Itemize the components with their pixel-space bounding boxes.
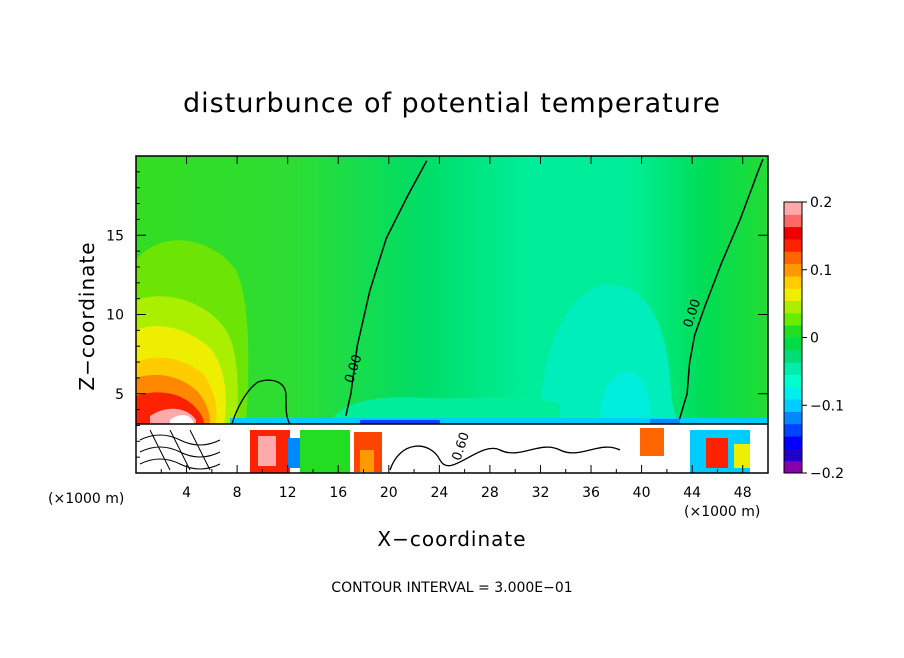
mid-cool bbox=[330, 397, 560, 424]
x-tick-label: 20 bbox=[380, 485, 398, 501]
x-tick-label: 44 bbox=[683, 485, 701, 501]
colorbar-tick-label: 0.1 bbox=[810, 263, 832, 279]
colorbar-tick-label: 0 bbox=[810, 331, 819, 347]
lower-cool-1 bbox=[288, 438, 302, 468]
lower-contours-left bbox=[139, 429, 221, 471]
colorbar-swatch bbox=[784, 362, 802, 375]
colorbar-swatch bbox=[784, 288, 802, 302]
small-contour-left bbox=[231, 379, 291, 425]
colorbar-tick-label: 0.2 bbox=[810, 195, 832, 211]
lower-green-1 bbox=[300, 430, 350, 473]
interface-band bbox=[230, 418, 768, 424]
contour-interval-note: CONTOUR INTERVAL = 3.000E−01 bbox=[331, 580, 572, 596]
colorbar bbox=[784, 202, 802, 474]
x-tick-label: 40 bbox=[633, 485, 651, 501]
colorbar-swatch bbox=[784, 263, 802, 277]
chart-title: disturbunce of potential temperature bbox=[183, 88, 721, 119]
x-axis-title: X−coordinate bbox=[377, 527, 526, 551]
colorbar-swatch bbox=[784, 399, 802, 412]
lower-mix-4b bbox=[706, 438, 728, 468]
colorbar-swatch bbox=[784, 411, 802, 425]
y-axis-title: Z−coordinate bbox=[75, 241, 99, 390]
colorbar-swatch bbox=[784, 349, 802, 363]
cool-region-core bbox=[600, 371, 652, 424]
colorbar-tick-label: −0.1 bbox=[810, 398, 844, 414]
x-tick-label: 24 bbox=[430, 485, 448, 501]
x-unit-left: (×1000 m) bbox=[48, 491, 124, 507]
y-tick-label: 10 bbox=[106, 308, 124, 324]
colorbar-swatch bbox=[784, 238, 802, 252]
x-tick-label: 8 bbox=[233, 485, 242, 501]
colorbar-tick-label: −0.2 bbox=[810, 466, 844, 482]
colorbar-swatch bbox=[784, 226, 802, 240]
interface-band-dark bbox=[360, 420, 440, 424]
zero-contour-left bbox=[345, 160, 428, 417]
colorbar-swatch bbox=[784, 460, 802, 474]
plume-white bbox=[170, 415, 194, 424]
y-tick-label: 15 bbox=[106, 228, 124, 244]
lower-mix-4c bbox=[734, 444, 750, 468]
zero-contour-right bbox=[678, 158, 764, 420]
colorbar-swatch bbox=[784, 423, 802, 437]
lower-hot-2b bbox=[360, 450, 374, 472]
colorbar-swatch bbox=[784, 214, 802, 228]
colorbar-swatch bbox=[784, 386, 802, 400]
plot-field bbox=[136, 156, 768, 473]
colorbar-swatch bbox=[784, 251, 802, 265]
colorbar-swatch bbox=[784, 436, 802, 449]
y-tick-label: 5 bbox=[115, 387, 124, 403]
x-tick-label: 28 bbox=[481, 485, 499, 501]
x-unit-right: (×1000 m) bbox=[684, 504, 760, 520]
y-axis-ticks: 5 10 15 bbox=[106, 171, 768, 458]
x-axis-ticks: 4 8 12 16 20 24 28 32 36 40 44 48 bbox=[160, 156, 752, 501]
colorbar-labels: 0.2 0.1 0 −0.1 −0.2 bbox=[802, 195, 844, 482]
x-tick-label: 36 bbox=[582, 485, 600, 501]
lower-orange-3 bbox=[640, 428, 664, 456]
colorbar-swatch bbox=[784, 300, 802, 314]
colorbar-swatch bbox=[784, 337, 802, 351]
colorbar-swatch bbox=[784, 202, 802, 215]
colorbar-swatch bbox=[784, 448, 802, 462]
x-tick-label: 48 bbox=[734, 485, 752, 501]
x-tick-label: 32 bbox=[532, 485, 550, 501]
interface-band-dark-2 bbox=[650, 419, 680, 424]
colorbar-swatch bbox=[784, 312, 802, 326]
lower-hot-1b bbox=[258, 436, 276, 466]
lower-contours-mid bbox=[389, 445, 621, 471]
x-tick-label: 4 bbox=[182, 485, 191, 501]
colorbar-swatch bbox=[784, 275, 802, 289]
colorbar-swatch bbox=[784, 374, 802, 388]
x-tick-label: 12 bbox=[279, 485, 297, 501]
colorbar-swatch bbox=[784, 325, 802, 338]
x-tick-label: 16 bbox=[329, 485, 347, 501]
